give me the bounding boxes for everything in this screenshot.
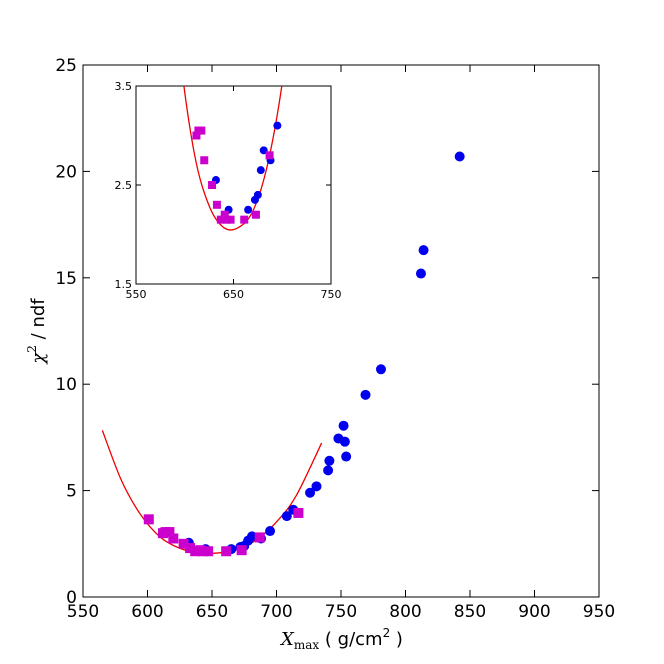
data-point-square [254,532,265,543]
inset-x-tick-label: 550 [126,288,147,301]
data-point-square [236,545,247,556]
inset-frame [135,85,332,285]
data-point-square [192,131,201,140]
x-tick-label: 900 [518,602,550,622]
data-point-circle [418,245,429,256]
x-axis-title: Xmax ( g/cm2 ) [279,626,403,652]
data-point-square [178,538,189,549]
main-plot: 550 600 650 700 750 800 850 900 950 0 5 10 15 20 25 [55,56,615,622]
data-point-circle [246,531,257,542]
data-point-circle [323,465,334,476]
data-point-square [190,546,201,557]
data-point-circle [244,205,253,214]
data-point-circle [305,487,316,498]
x-tick-label: 950 [583,602,615,622]
inset-x-tick-label: 750 [321,288,342,301]
x-tick-label: 600 [131,602,163,622]
data-point-circle [454,151,465,162]
x-tick-label: 650 [196,602,228,622]
data-point-circle [281,511,292,522]
data-point-square [200,156,209,165]
inset-data [183,86,283,231]
y-tick-label: 15 [55,269,77,289]
data-point-circle [415,268,426,279]
inset-x-tick-label: 650 [223,288,244,301]
inset-y-tick-label: 1.5 [115,278,133,291]
data-point-square [185,543,196,554]
y-tick-label: 25 [55,56,77,76]
data-point-square [197,126,206,135]
data-point-circle [341,451,352,462]
data-point-square [212,200,221,209]
data-point-circle [338,420,349,431]
inset-y-tick-label: 3.5 [115,80,133,93]
data-point-circle [375,364,386,375]
y-tick-label: 0 [66,588,77,608]
data-point-circle [265,526,276,537]
data-point-square [143,514,154,525]
data-point-square [197,546,208,557]
data-point-square [251,210,260,219]
fit-curve [183,86,283,231]
data-point-square [168,533,179,544]
data-point-square [203,546,214,557]
data-point-circle [339,436,350,447]
y-tick-label: 10 [55,375,77,395]
data-point-circle [256,166,265,175]
data-point-circle [360,389,371,400]
data-point-circle [324,455,335,466]
y-tick-label: 5 [66,482,77,502]
inset-plot: 550 650 750 1.5 2.5 3.5 [115,80,342,301]
x-tick-label: 700 [260,602,292,622]
x-tick-label: 550 [67,602,99,622]
data-point-square [164,527,175,538]
main-data [101,151,465,557]
x-tick-label: 800 [389,602,421,622]
axis-labels: Xmax ( g/cm2 ) χ2 / ndf [25,298,403,652]
data-point-square [220,210,229,219]
data-point-square [221,546,232,557]
x-tick-label: 850 [454,602,486,622]
inset-y-tick-label: 2.5 [115,179,133,192]
fit-curve [101,430,323,555]
data-point-square [293,507,304,518]
y-axis-title: χ2 / ndf [25,298,49,366]
y-tick-label: 20 [55,162,77,182]
data-point-square [216,215,225,224]
x-tick-label: 750 [325,602,357,622]
data-point-square [265,151,274,160]
data-point-circle [311,481,322,492]
data-point-circle [253,190,262,199]
data-point-circle [273,121,282,130]
data-point-square [208,181,217,189]
data-point-square [240,215,249,224]
data-point-square [226,215,235,224]
